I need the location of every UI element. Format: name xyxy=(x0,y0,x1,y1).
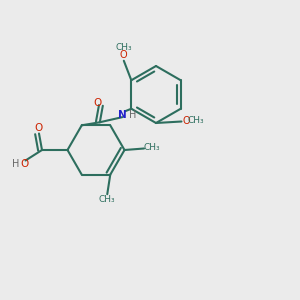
Text: CH₃: CH₃ xyxy=(98,195,115,204)
Text: H: H xyxy=(129,110,136,120)
Text: O: O xyxy=(34,123,42,134)
Text: H: H xyxy=(12,159,19,170)
Text: CH₃: CH₃ xyxy=(143,143,160,152)
Text: O: O xyxy=(20,159,28,170)
Text: N: N xyxy=(118,110,127,120)
Text: CH₃: CH₃ xyxy=(188,116,204,125)
Text: O: O xyxy=(120,50,127,60)
Text: O: O xyxy=(183,116,190,126)
Text: O: O xyxy=(93,98,101,108)
Text: CH₃: CH₃ xyxy=(115,43,132,52)
